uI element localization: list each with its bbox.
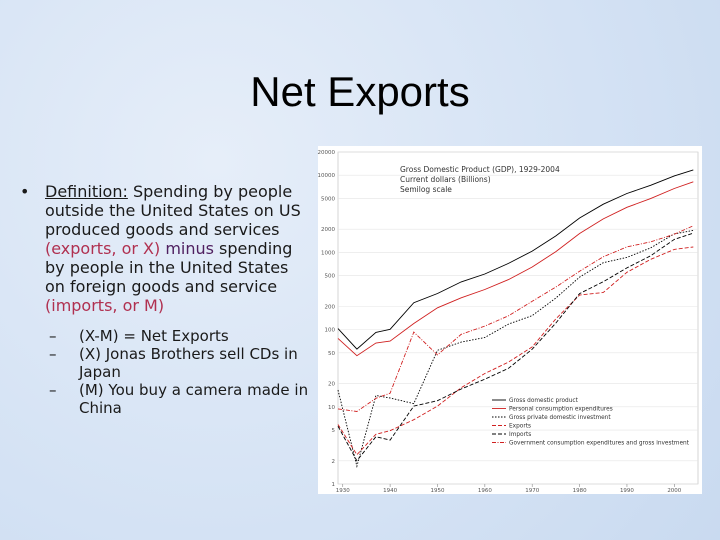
y-tick-label: 1000 [321, 250, 335, 256]
x-tick-label: 1960 [478, 488, 492, 494]
sub-text: (M) You buy a camera made in China [79, 381, 309, 417]
series-line [337, 169, 694, 350]
y-tick-label: 5000 [321, 196, 335, 202]
bullet-segment: (exports, or X) [45, 239, 161, 258]
y-tick-label: 500 [325, 274, 336, 280]
legend-label: Imports [509, 432, 531, 438]
x-tick-label: 1940 [383, 488, 397, 494]
x-tick-label: 1930 [336, 488, 350, 494]
sub-marker: – [49, 381, 57, 399]
x-tick-label: 1970 [525, 488, 539, 494]
x-tick-label: 2000 [667, 488, 681, 494]
y-tick-label: 2000 [321, 227, 335, 233]
legend-label: Gross domestic product [509, 398, 579, 404]
sub-item: – (X-M) = Net Exports [45, 327, 310, 345]
x-tick-label: 1990 [620, 488, 634, 494]
slide-title: Net Exports [250, 68, 470, 115]
sub-item: – (X) Jonas Brothers sell CDs in Japan [45, 345, 310, 381]
x-tick-label: 1980 [573, 488, 587, 494]
x-tick-label: 1950 [430, 488, 444, 494]
term: Definition: [45, 182, 128, 201]
series-line [337, 246, 694, 456]
sub-list: – (X-M) = Net Exports – (X) Jonas Brothers … [45, 327, 310, 417]
y-tick-label: 10 [328, 405, 335, 411]
y-tick-label: 5 [332, 428, 336, 434]
bullet-text: Definition: Spending by people outside t… [45, 182, 310, 315]
bullet-segment: Spending by people outside the United St… [45, 182, 301, 239]
sub-item: – (M) You buy a camera made in China [45, 381, 310, 417]
series-line [337, 181, 694, 357]
legend-label: Personal consumption expenditures [509, 407, 613, 413]
scale-note: Semilog scale [400, 185, 452, 194]
sub-marker: – [49, 345, 57, 363]
y-tick-label: 20 [328, 382, 335, 388]
y-tick-label: 2 [332, 459, 336, 465]
series-line [337, 229, 694, 468]
y-tick-label: 10000 [318, 173, 336, 179]
bullet: • Definition: Spending by people outside… [20, 182, 310, 417]
sub-text: (X) Jonas Brothers sell CDs in Japan [79, 345, 298, 381]
bullet-marker: • [20, 182, 30, 201]
chart-background [318, 146, 702, 494]
bullet-segment: (imports, or M) [45, 296, 165, 315]
chart-title: Gross Domestic Product (GDP), 1929-2004 [400, 165, 560, 174]
y-tick-label: 50 [328, 351, 335, 357]
y-tick-label: 200 [325, 304, 336, 310]
series-line [337, 232, 694, 462]
series-line [337, 225, 694, 412]
y-tick-label: 100 [325, 328, 336, 334]
y-tick-label: 20000 [318, 150, 336, 156]
legend-label: Exports [509, 424, 531, 430]
sub-marker: – [49, 327, 57, 345]
legend-label: Gross private domestic investment [509, 415, 611, 421]
sub-text: (X-M) = Net Exports [79, 327, 229, 345]
legend-label: Government consumption expenditures and … [509, 441, 690, 447]
y-tick-label: 1 [332, 482, 336, 488]
chart-subtitle: Current dollars (Billions) [400, 175, 491, 184]
bullet-segment: spending by people in the United States … [45, 239, 293, 296]
bullet-segment: minus [160, 239, 214, 258]
